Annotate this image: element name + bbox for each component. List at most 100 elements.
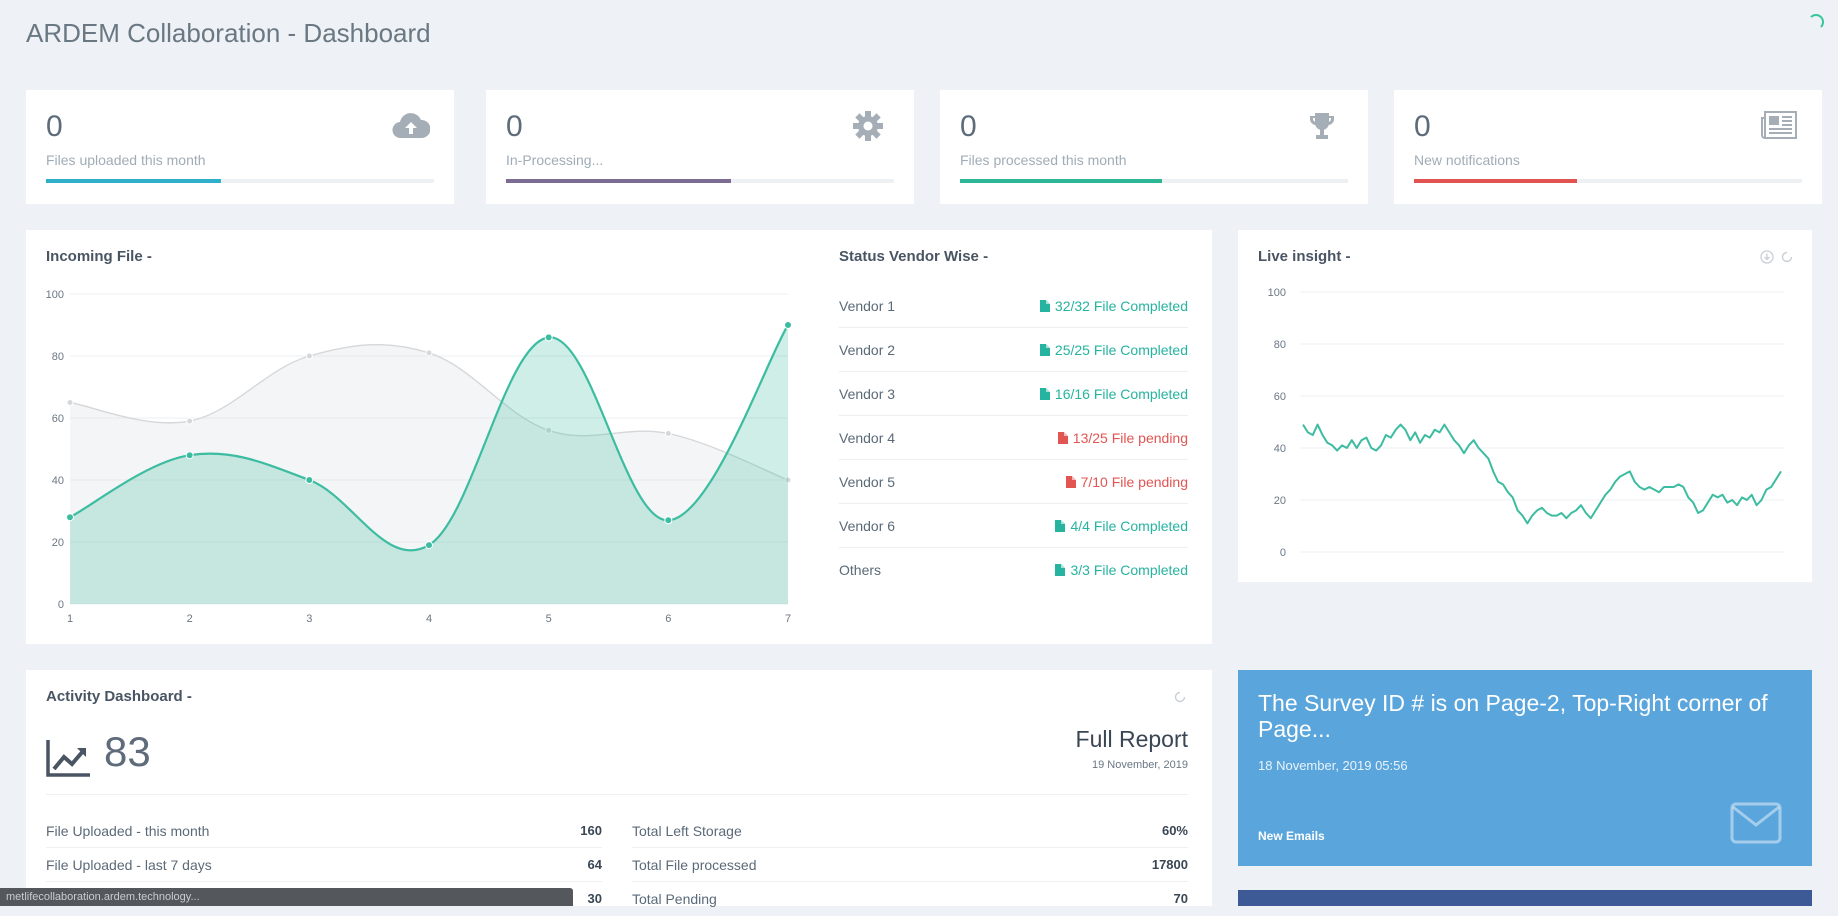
activity-stat-value: 160 [580, 823, 602, 838]
notice-date: 18 November, 2019 05:56 [1258, 758, 1408, 773]
activity-stat-row: Total Left Storage 60% [632, 814, 1188, 848]
live-insight-title: Live insight - [1258, 248, 1351, 265]
full-report-date: 19 November, 2019 [1091, 759, 1188, 771]
vendor-status-text: 7/10 File pending [1080, 473, 1188, 490]
vendor-row: Vendor 4 13/25 File pending [839, 416, 1188, 460]
browser-status-url: metlifecollaboration.ardem.technology... [0, 888, 573, 906]
x-tick-label: 5 [546, 613, 552, 625]
activity-stat-label: File Uploaded - this month [46, 822, 210, 839]
incoming-file-card [26, 230, 1212, 644]
cloud-upload-icon [392, 110, 431, 142]
notice-card[interactable]: The Survey ID # is on Page-2, Top-Right … [1238, 670, 1812, 866]
y-tick-label: 100 [1268, 287, 1286, 299]
dark-panel [1238, 890, 1812, 906]
vendor-name: Vendor 6 [839, 517, 896, 534]
data-point [186, 417, 194, 425]
y-tick-label: 40 [52, 475, 64, 487]
data-point [664, 430, 672, 437]
stat-value: 0 [506, 110, 523, 143]
data-point [305, 476, 314, 484]
stat-label: Files uploaded this month [46, 152, 206, 168]
stat-label: In-Processing... [506, 152, 604, 168]
vendor-name: Vendor 5 [839, 473, 896, 490]
y-tick-label: 40 [1274, 443, 1286, 455]
data-point [425, 541, 433, 550]
vendor-status-title: Status Vendor Wise - [839, 248, 989, 265]
vendor-name: Vendor 3 [839, 385, 896, 402]
activity-stat-value: 60% [1161, 823, 1188, 838]
vendor-status: 4/4 File Completed [1055, 518, 1188, 534]
vendor-status: 13/25 File pending [1057, 429, 1188, 446]
data-point [545, 426, 553, 434]
vendor-status-text: 25/25 File Completed [1054, 341, 1188, 358]
newspaper-icon [1760, 110, 1798, 142]
vendor-row: Vendor 3 16/16 File Completed [839, 372, 1188, 416]
vendor-status-text: 4/4 File Completed [1070, 517, 1188, 534]
stat-card: 0 Files processed this month [940, 90, 1368, 204]
stat-progress-bar [960, 179, 1162, 183]
activity-stat-row: File Uploaded - this month 160 [46, 814, 602, 848]
download-icon[interactable] [1760, 250, 1774, 264]
stat-progress-bar [1414, 179, 1577, 183]
activity-stat-value: 64 [587, 857, 602, 872]
activity-stat-row: Total Pending 70 [632, 882, 1188, 916]
file-icon [1039, 299, 1050, 312]
activity-stat-value: 70 [1173, 891, 1188, 906]
stat-progress-bar [46, 179, 221, 183]
x-tick-label: 4 [426, 613, 432, 625]
stat-label: New notifications [1414, 152, 1520, 168]
live-insight-chart: 0 20 40 60 80 100 [1268, 287, 1784, 559]
file-icon [1055, 563, 1066, 576]
vendor-status-text: 3/3 File Completed [1070, 561, 1188, 578]
stat-progress-track [1414, 179, 1802, 183]
x-tick-label: 7 [785, 613, 791, 625]
file-icon [1039, 343, 1050, 356]
trend-chart-icon [46, 740, 90, 777]
notice-text[interactable]: The Survey ID # is on Page-2, Top-Right … [1258, 690, 1768, 742]
y-tick-label: 0 [58, 599, 64, 611]
data-point [784, 476, 792, 484]
y-tick-label: 80 [1274, 339, 1286, 351]
vendor-status-list: Vendor 1 32/32 File Completed Vendor 2 25/2… [839, 284, 1188, 591]
vendor-name: Vendor 2 [839, 341, 896, 358]
data-point [425, 349, 433, 357]
activity-stat-value: 17800 [1151, 857, 1188, 872]
activity-stat-row: Total File processed 17800 [632, 848, 1188, 882]
x-tick-label: 6 [665, 613, 671, 625]
series-area [70, 344, 788, 604]
stat-progress-track [960, 179, 1348, 183]
vendor-name: Vendor 4 [839, 429, 896, 446]
data-point [305, 352, 313, 360]
x-tick-label: 2 [187, 613, 193, 625]
reload-icon[interactable] [1780, 250, 1794, 264]
stat-progress-bar [506, 179, 732, 183]
incoming-file-title: Incoming File - [46, 248, 152, 265]
file-icon [1039, 387, 1050, 400]
vendor-status-text: 13/25 File pending [1072, 429, 1188, 446]
stat-label: Files processed this month [960, 152, 1127, 168]
reload-icon[interactable] [1173, 690, 1187, 704]
vendor-row: Vendor 5 7/10 File pending [839, 460, 1188, 504]
activity-stat-label: Total Left Storage [632, 822, 742, 839]
vendor-status: 7/10 File pending [1065, 473, 1188, 490]
trophy-icon [1306, 110, 1344, 142]
series-line [1302, 423, 1782, 525]
data-point [784, 321, 792, 329]
data-point [66, 399, 74, 406]
stat-progress-track [506, 179, 894, 183]
activity-stat-label: Total File processed [632, 856, 757, 873]
y-tick-label: 60 [52, 413, 64, 425]
stat-value: 0 [960, 110, 977, 143]
activity-dashboard-title: Activity Dashboard - [46, 688, 192, 705]
new-emails-link[interactable]: New Emails [1258, 829, 1325, 843]
stat-card: 0 Files uploaded this month [26, 90, 454, 204]
divider [46, 794, 1188, 795]
x-tick-label: 1 [67, 613, 73, 625]
vendor-row: Vendor 1 32/32 File Completed [839, 284, 1188, 328]
series-area [70, 325, 788, 604]
vendor-name: Vendor 1 [839, 297, 896, 314]
stat-card: 0 New notifications [1394, 90, 1822, 204]
activity-stat-value: 30 [587, 891, 602, 906]
stat-card: 0 In-Processing... [486, 90, 914, 204]
x-tick-label: 3 [306, 613, 312, 625]
